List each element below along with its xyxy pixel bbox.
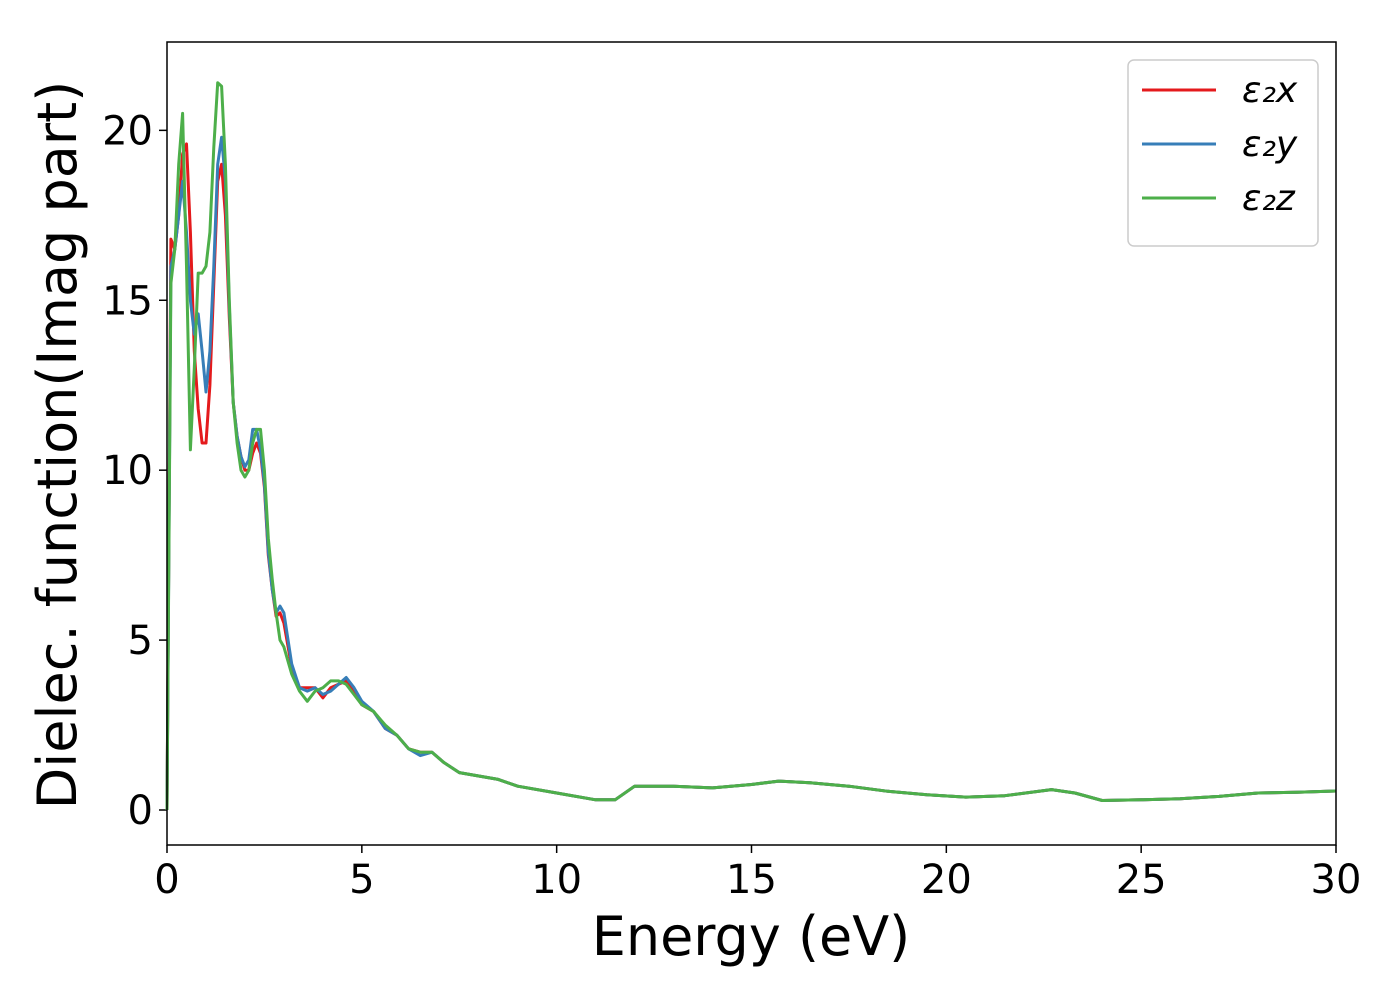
x-tick-label: 25 <box>1116 857 1167 903</box>
x-tick-label: 15 <box>726 857 777 903</box>
y-tick-label: 20 <box>102 108 153 154</box>
y-tick-label: 0 <box>128 788 153 834</box>
x-tick-label: 30 <box>1311 857 1362 903</box>
x-tick-label: 5 <box>349 857 374 903</box>
x-axis-label: Energy (eV) <box>592 905 911 968</box>
legend-label: ε₂x <box>1242 70 1298 111</box>
y-tick-label: 15 <box>102 278 153 324</box>
x-tick-label: 20 <box>921 857 972 903</box>
legend-label: ε₂y <box>1242 124 1298 165</box>
plot-frame <box>166 41 1337 846</box>
y-tick-label: 5 <box>128 618 153 664</box>
legend-label: ε₂z <box>1242 178 1296 219</box>
y-tick-label: 10 <box>102 448 153 494</box>
series-line <box>165 81 1337 811</box>
x-tick-label: 10 <box>531 857 582 903</box>
y-axis-label: Dielec. function(Imag part) <box>26 81 89 810</box>
x-tick-label: 0 <box>154 857 179 903</box>
